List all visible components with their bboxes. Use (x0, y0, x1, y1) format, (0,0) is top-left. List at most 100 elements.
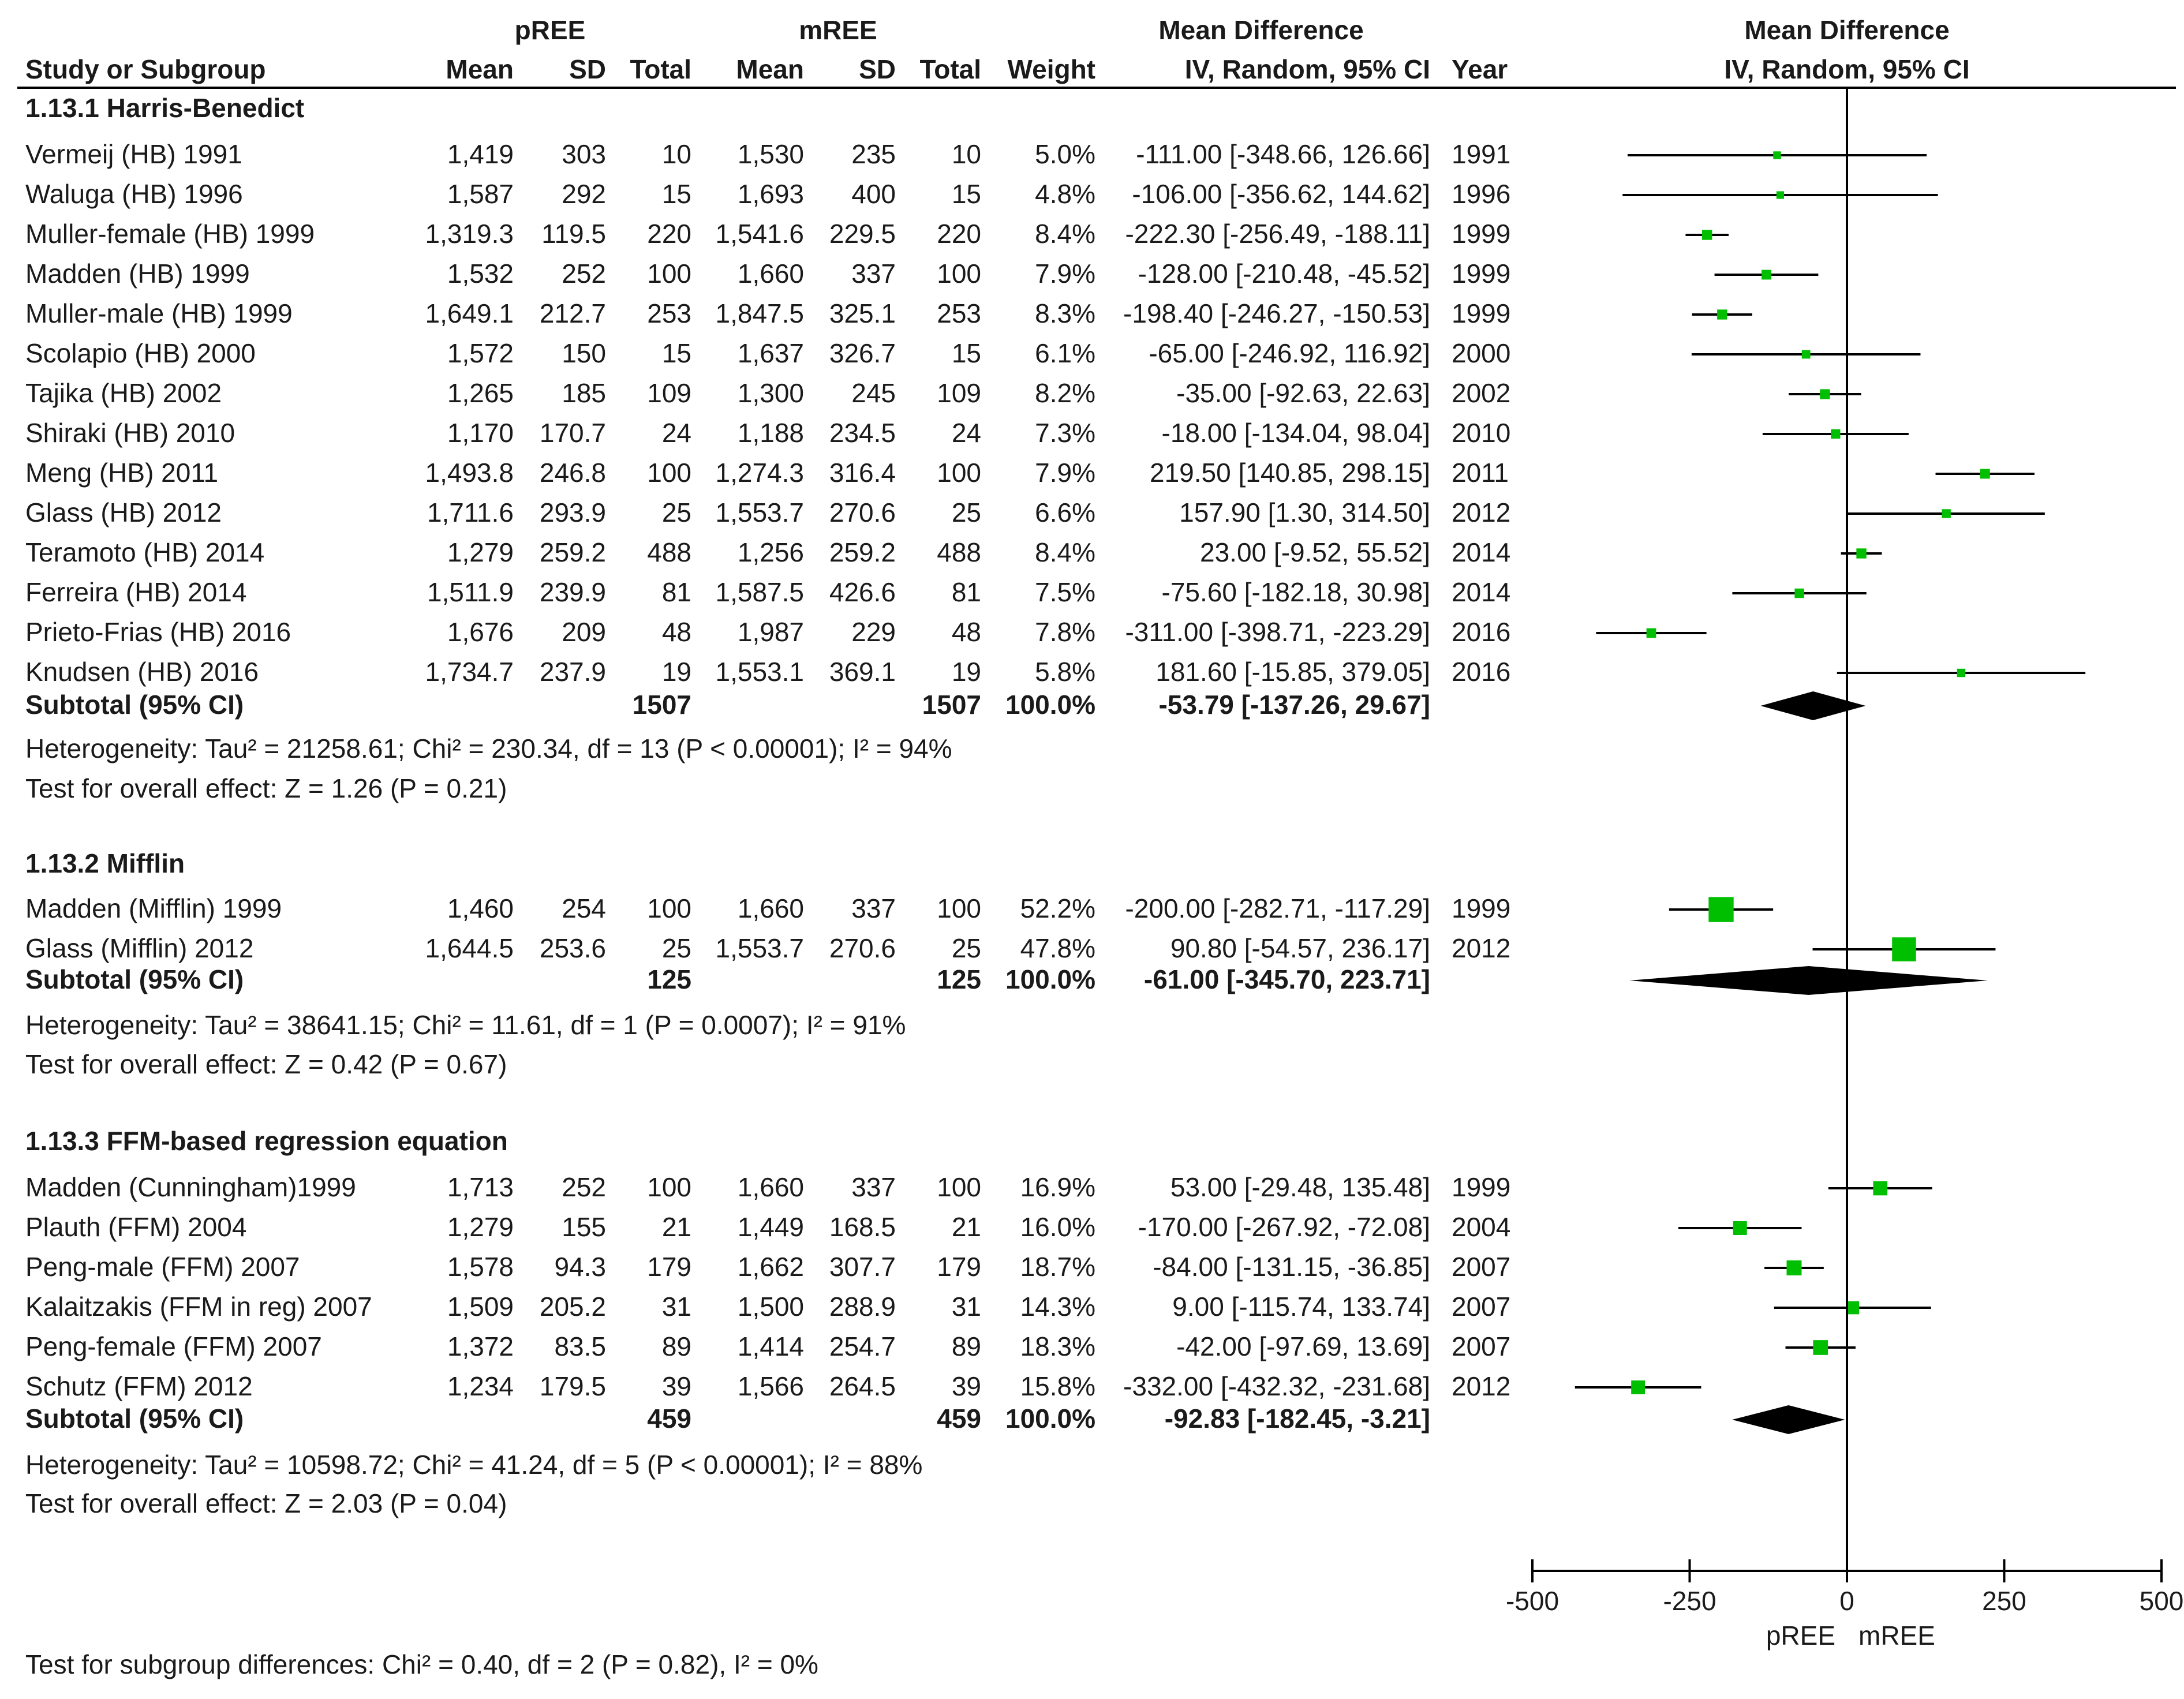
study-mean-2: 1,449 (738, 1212, 804, 1242)
study-mean-1: 1,711.6 (427, 497, 514, 527)
study-marker (1892, 937, 1916, 961)
study-mean-1: 1,587 (447, 179, 514, 209)
study-mean-1: 1,713 (447, 1172, 514, 1202)
study-sd-1: 170.7 (540, 418, 606, 448)
study-name: Scolapio (HB) 2000 (25, 338, 256, 368)
study-total-2: 24 (952, 418, 981, 448)
study-mean-2: 1,660 (738, 259, 804, 289)
study-name: Shiraki (HB) 2010 (25, 418, 235, 448)
study-weight: 52.2% (1020, 893, 1095, 923)
study-marker (1873, 1181, 1888, 1196)
study-ci-text: 219.50 [140.85, 298.15] (1150, 458, 1430, 488)
study-mean-2: 1,188 (738, 418, 804, 448)
study-weight: 18.7% (1020, 1252, 1095, 1282)
subtotal-diamond (1732, 1405, 1845, 1434)
study-year: 2002 (1452, 378, 1510, 408)
study-sd-1: 150 (562, 338, 606, 368)
subgroup-title: 1.13.1 Harris-Benedict (25, 93, 304, 123)
study-marker (1846, 1301, 1860, 1315)
subtotal-label: Subtotal (95% CI) (25, 690, 244, 720)
subtotal-ci-text: -61.00 [-345.70, 223.71] (1144, 964, 1430, 994)
study-marker (1831, 429, 1841, 439)
study-marker (1646, 628, 1656, 638)
study-total-2: 100 (937, 893, 981, 923)
study-total-2: 179 (937, 1252, 981, 1282)
study-weight: 15.8% (1020, 1371, 1095, 1401)
study-mean-1: 1,676 (447, 617, 514, 647)
study-mean-2: 1,553.1 (716, 657, 804, 687)
study-total-1: 179 (647, 1252, 691, 1282)
study-ci-text: -200.00 [-282.71, -117.29] (1125, 893, 1430, 923)
study-total-2: 10 (952, 139, 981, 169)
heterogeneity-text: Heterogeneity: Tau² = 10598.72; Chi² = 4… (25, 1450, 922, 1480)
heterogeneity-text: Heterogeneity: Tau² = 38641.15; Chi² = 1… (25, 1010, 906, 1040)
study-mean-2: 1,300 (738, 378, 804, 408)
study-sd-2: 245 (851, 378, 896, 408)
subtotal-total-1: 1507 (633, 690, 691, 720)
study-mean-1: 1,572 (447, 338, 514, 368)
header-sd-2: SD (859, 54, 896, 84)
study-year: 1999 (1452, 893, 1510, 923)
study-mean-2: 1,541.6 (716, 219, 804, 249)
study-name: Teramoto (HB) 2014 (25, 537, 264, 567)
study-marker (1942, 509, 1951, 518)
study-mean-1: 1,493.8 (425, 458, 514, 488)
study-total-1: 48 (662, 617, 691, 647)
study-total-2: 100 (937, 259, 981, 289)
study-year: 2012 (1452, 497, 1510, 527)
study-sd-2: 264.5 (829, 1371, 896, 1401)
study-weight: 7.8% (1035, 617, 1095, 647)
subtotal-ci-text: -92.83 [-182.45, -3.21] (1165, 1404, 1430, 1434)
study-mean-1: 1,234 (447, 1371, 514, 1401)
study-name: Waluga (HB) 1996 (25, 179, 243, 209)
study-year: 1991 (1452, 139, 1510, 169)
study-total-2: 39 (952, 1371, 981, 1401)
study-sd-2: 270.6 (829, 933, 896, 963)
study-year: 1999 (1452, 219, 1510, 249)
study-mean-2: 1,553.7 (716, 497, 804, 527)
study-ci-text: -170.00 [-267.92, -72.08] (1138, 1212, 1430, 1242)
study-sd-1: 94.3 (554, 1252, 606, 1282)
study-year: 2016 (1452, 657, 1510, 687)
study-total-1: 21 (662, 1212, 691, 1242)
header-plot-ci: IV, Random, 95% CI (1724, 54, 1969, 84)
study-sd-2: 326.7 (829, 338, 896, 368)
study-name: Glass (Mifflin) 2012 (25, 933, 253, 963)
study-weight: 7.9% (1035, 259, 1095, 289)
study-marker (1701, 230, 1712, 240)
header-mean-1: Mean (446, 54, 514, 84)
study-sd-2: 229.5 (829, 219, 896, 249)
study-sd-2: 400 (851, 179, 896, 209)
study-total-1: 253 (647, 298, 691, 328)
study-total-2: 31 (952, 1292, 981, 1322)
subtotal-weight: 100.0% (1005, 964, 1095, 994)
header-plot: Mean Difference (1744, 15, 1949, 45)
x-tick-label: 500 (2140, 1586, 2184, 1616)
study-total-2: 100 (937, 458, 981, 488)
study-mean-1: 1,734.7 (425, 657, 514, 687)
study-sd-2: 337 (851, 259, 896, 289)
study-total-1: 100 (647, 458, 691, 488)
study-mean-1: 1,509 (447, 1292, 514, 1322)
study-sd-1: 254 (562, 893, 606, 923)
study-sd-2: 426.6 (829, 577, 896, 607)
x-tick-label: 250 (1982, 1586, 2026, 1616)
subtotal-total-2: 1507 (922, 690, 981, 720)
study-name: Peng-male (FFM) 2007 (25, 1252, 300, 1282)
study-name: Peng-female (FFM) 2007 (25, 1331, 322, 1361)
study-mean-1: 1,511.9 (427, 577, 514, 607)
study-name: Schutz (FFM) 2012 (25, 1371, 253, 1401)
study-sd-1: 292 (562, 179, 606, 209)
heterogeneity-text: Heterogeneity: Tau² = 21258.61; Chi² = 2… (25, 734, 952, 764)
study-total-2: 488 (937, 537, 981, 567)
study-name: Plauth (FFM) 2004 (25, 1212, 246, 1242)
study-ci-text: -42.00 [-97.69, 13.69] (1176, 1331, 1430, 1361)
study-sd-2: 288.9 (829, 1292, 896, 1322)
study-sd-2: 234.5 (829, 418, 896, 448)
study-name: Muller-male (HB) 1999 (25, 298, 293, 328)
subtotal-weight: 100.0% (1005, 690, 1095, 720)
subgroup-title: 1.13.2 Mifflin (25, 848, 185, 878)
study-total-2: 220 (937, 219, 981, 249)
study-mean-2: 1,662 (738, 1252, 804, 1282)
study-sd-2: 270.6 (829, 497, 896, 527)
